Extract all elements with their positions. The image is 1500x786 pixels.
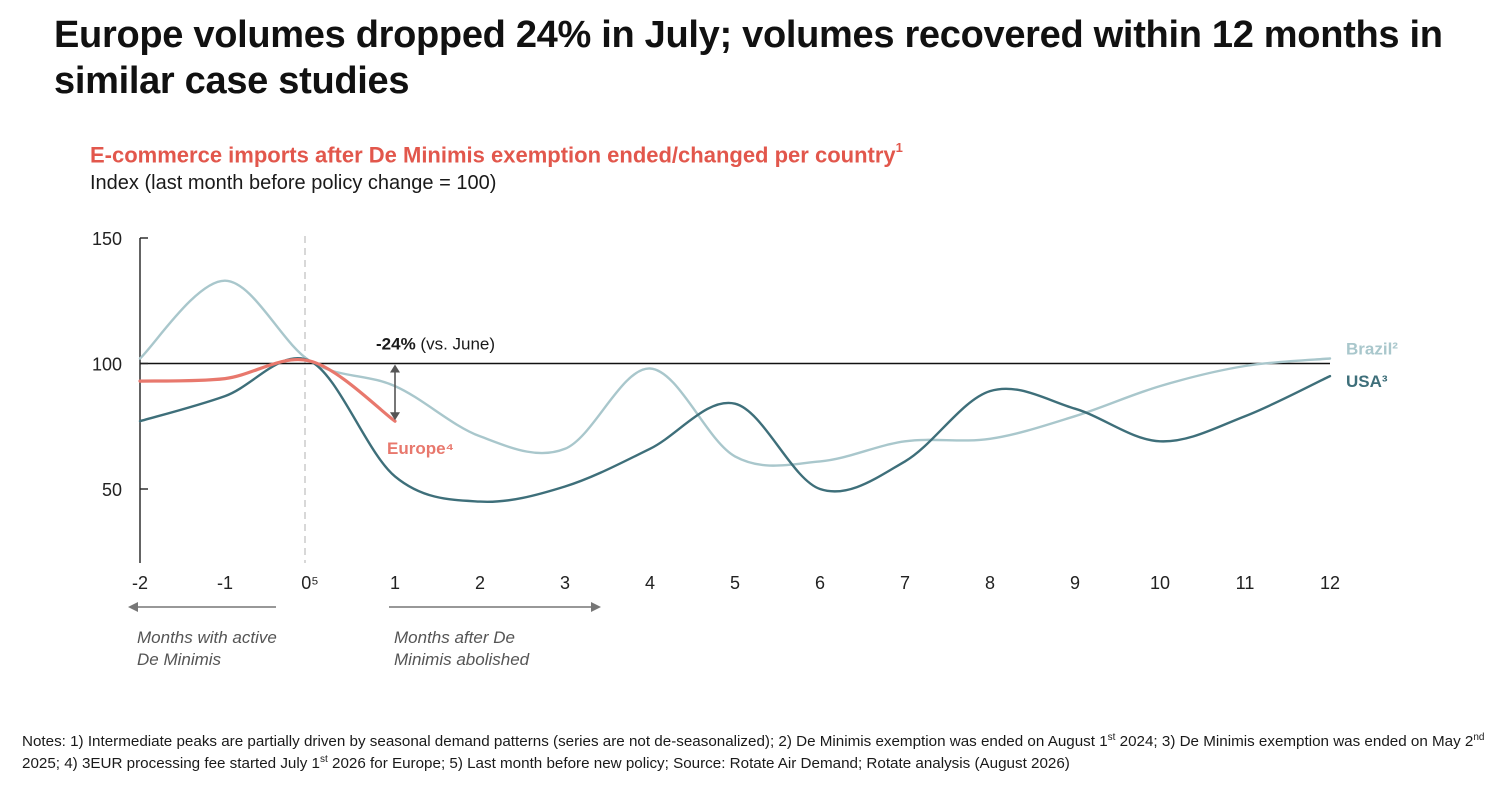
axes [139,236,1330,563]
x-tick-label: 4 [645,573,655,593]
x-tick-label: -2 [132,573,148,593]
series-lines: Brazil² USA³ Europe⁴ [138,279,1398,504]
period-label-line1: Months after De [394,628,515,647]
x-tick-label: 0⁵ [301,573,318,593]
period-label-line2: Minimis abolished [394,650,530,669]
x-tick-label: 3 [560,573,570,593]
chart-title: E-commerce imports after De Minimis exem… [90,140,903,168]
x-tick-label: -1 [217,573,233,593]
series-line-usa [138,357,1332,504]
period-label-line2: De Minimis [137,650,222,669]
series-label-brazil: Brazil² [1346,339,1398,358]
x-tick-label: 6 [815,573,825,593]
x-tick-label: 1 [390,573,400,593]
y-ticks: 50 100 150 [92,229,148,500]
y-tick-label: 150 [92,229,122,249]
x-tick-label: 10 [1150,573,1170,593]
footnotes: Notes: 1) Intermediate peaks are partial… [22,732,1485,773]
drop-annotation: -24% (vs. June) [376,335,495,421]
drop-value: -24% [376,335,416,354]
series-label-usa: USA³ [1346,372,1388,391]
chart-subtitle: Index (last month before policy change =… [90,172,497,194]
y-tick-label: 50 [102,480,122,500]
period-label-line1: Months with active [137,628,277,647]
drop-comparison: (vs. June) [416,335,495,354]
x-tick-label: 12 [1320,573,1340,593]
y-tick-label: 100 [92,355,122,375]
chart-title-footnote: 1 [895,140,903,155]
chart-title-text: E-commerce imports after De Minimis exem… [90,142,896,168]
x-tick-label: 9 [1070,573,1080,593]
period-markers: Months with active De Minimis Months after… [128,602,601,669]
drop-arrow-head-up [390,364,400,373]
series-line-europe [138,358,397,423]
drop-label: -24% (vs. June) [376,335,495,354]
x-tick-label: 5 [730,573,740,593]
x-tick-label: 7 [900,573,910,593]
series-line-brazil [138,279,1332,467]
period-arrow-head-left [128,602,138,612]
x-tick-label: 2 [475,573,485,593]
headline: Europe volumes dropped 24% in July; volu… [54,14,1443,102]
x-tick-label: 8 [985,573,995,593]
x-tick-label: 11 [1236,573,1255,593]
series-label-europe: Europe⁴ [387,439,454,458]
x-ticks: -2 -1 0⁵ 1 2 3 4 5 6 7 8 9 10 11 12 [132,573,1340,593]
period-arrow-head-right [591,602,601,612]
drop-arrow-head-down [390,412,400,421]
